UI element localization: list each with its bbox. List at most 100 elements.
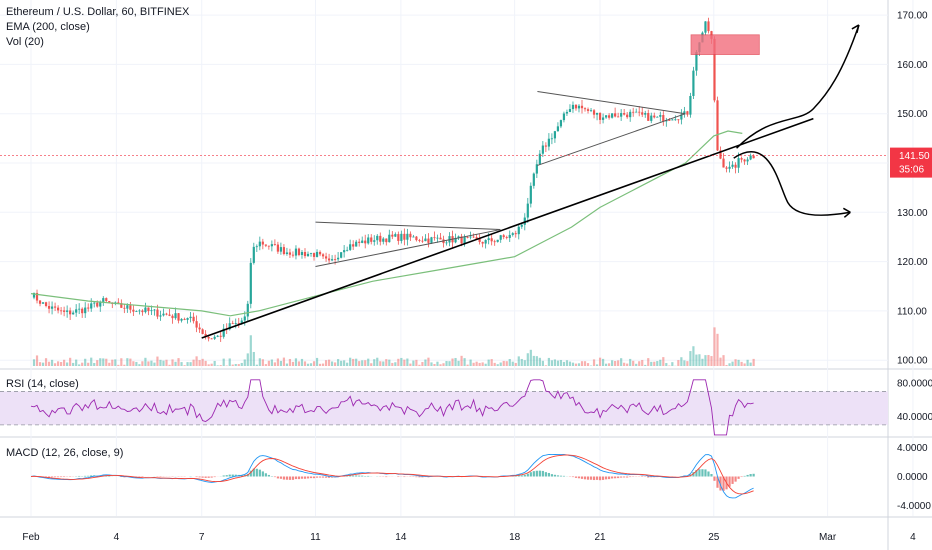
trendline: [201, 117, 814, 339]
macd-histogram-bar: [249, 470, 252, 477]
volume-bar: [662, 357, 665, 366]
vol-legend: Vol (20): [6, 36, 44, 48]
macd-histogram-bar: [252, 468, 255, 477]
triangle-2: [537, 91, 686, 166]
candle-body: [186, 318, 189, 320]
volume-bar: [53, 363, 57, 366]
macd-histogram-bar: [306, 476, 310, 479]
macd-tick-label: 4.0000: [897, 443, 928, 454]
volume-bar: [352, 358, 355, 366]
volume-bar: [568, 361, 572, 366]
volume-bar: [156, 356, 159, 366]
volume-bar: [391, 362, 394, 366]
macd-histogram-bar: [291, 476, 295, 480]
macd-tick-label: 0.0000: [897, 472, 928, 483]
candle-body: [228, 323, 231, 330]
volume-bar: [303, 361, 307, 366]
volume-bar: [324, 360, 328, 366]
volume-bar: [731, 361, 734, 366]
candle-body: [44, 302, 48, 307]
candle-body: [270, 244, 273, 247]
candle-body: [505, 237, 508, 238]
volume-bar: [69, 357, 72, 366]
volume-bar: [571, 362, 575, 366]
volume-bar: [358, 361, 361, 366]
candle-body: [692, 70, 695, 96]
candle-body: [406, 233, 409, 240]
candle-body: [243, 316, 246, 321]
volume-bar: [448, 361, 451, 366]
volume-bar: [698, 354, 701, 366]
bear-scenario-arrow: [733, 150, 851, 216]
candle-body: [674, 119, 677, 121]
volume-bar: [261, 359, 264, 366]
volume-bar: [716, 333, 719, 366]
macd-histogram-bar: [255, 468, 258, 477]
volume-bar: [538, 357, 541, 366]
macd-histogram-bar: [743, 475, 746, 477]
volume-bar: [207, 364, 210, 366]
candle-body: [713, 38, 716, 101]
macd-histogram-bar: [623, 476, 626, 478]
macd-histogram-bar: [198, 476, 201, 478]
volume-bar: [574, 363, 578, 366]
candle-body: [439, 237, 442, 240]
candle-body: [210, 338, 213, 340]
volume-bar: [340, 360, 343, 366]
candle-body: [216, 335, 219, 337]
candle-body: [90, 303, 93, 309]
volume-bar: [424, 359, 427, 366]
candle-body: [583, 108, 587, 110]
macd-histogram-bar: [722, 476, 725, 491]
volume-bar: [409, 363, 412, 366]
macd-histogram-bar: [282, 476, 286, 480]
candle-body: [538, 153, 541, 165]
volume-bar: [318, 363, 322, 366]
candle-body: [481, 241, 484, 244]
candle-body: [388, 234, 391, 243]
volume-bar: [580, 361, 584, 366]
time-tick-label: Feb: [22, 532, 40, 543]
macd-histogram-bar: [526, 473, 529, 477]
candle-body: [704, 21, 707, 33]
volume-bar: [601, 358, 605, 366]
macd-histogram-bar: [556, 475, 560, 477]
macd-histogram-bar: [195, 476, 198, 478]
candle-body: [72, 312, 75, 315]
candle-body: [50, 306, 54, 309]
candle-body: [650, 115, 653, 121]
volume-bar: [734, 359, 737, 366]
macd-histogram-bar: [367, 475, 370, 477]
macd-histogram-bar: [403, 476, 406, 478]
candle-body: [180, 318, 183, 321]
candle-body: [635, 111, 638, 113]
candle-body: [261, 241, 264, 245]
volume-bar: [686, 361, 689, 366]
candle-body: [641, 112, 644, 115]
volume-bar: [472, 362, 475, 366]
volume-bar: [370, 363, 373, 366]
candle-body: [324, 256, 328, 259]
volume-bar: [586, 363, 590, 366]
volume-bar: [656, 361, 659, 366]
macd-histogram-bar: [592, 476, 596, 481]
volume-bars: [32, 327, 755, 366]
candle-body: [604, 115, 608, 118]
candle-body: [340, 252, 343, 258]
rsi-tick-label: 40.0000: [897, 412, 932, 423]
bull-scenario-arrow: [736, 24, 860, 149]
macd-histogram-bar: [626, 476, 629, 478]
volume-bar: [499, 362, 502, 366]
volume-bar: [629, 358, 632, 366]
volume-bar: [47, 361, 51, 366]
volume-bar: [562, 361, 566, 366]
volume-bar: [198, 360, 201, 366]
volume-bar: [442, 363, 445, 366]
candle-body: [514, 233, 517, 235]
candle-body: [511, 233, 514, 235]
volume-bar: [373, 359, 376, 366]
candle-body: [117, 302, 120, 304]
macd-histogram-bar: [520, 475, 523, 477]
volume-bar: [147, 361, 150, 366]
